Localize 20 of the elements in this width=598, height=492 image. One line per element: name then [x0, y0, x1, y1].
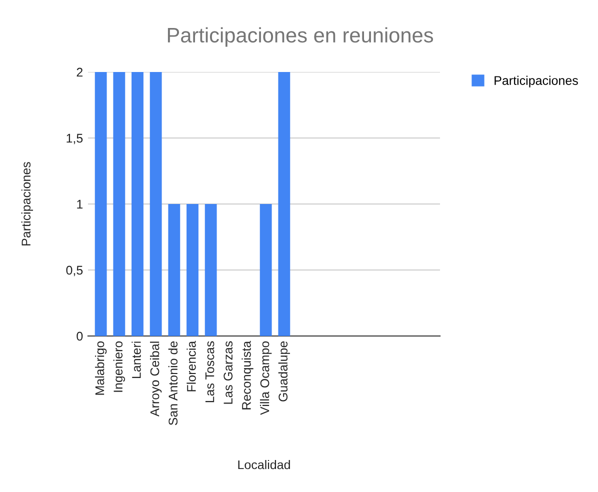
x-tick-label: Guadalupe — [278, 341, 290, 402]
x-tick-label: San Antonio de — [168, 341, 178, 426]
y-tick-label: 1 — [77, 200, 83, 209]
x-tick-label: Ingeniero — [113, 341, 125, 392]
x-tick-label: Florencia — [186, 340, 196, 392]
x-axis-title: Localidad — [238, 460, 290, 470]
x-tick-label: Las Toscas — [205, 341, 214, 402]
chart-title: Participaciones en reuniones — [168, 27, 434, 47]
y-tick-label: 2 — [76, 68, 83, 77]
y-tick-label: 1,5 — [66, 134, 83, 144]
y-axis-title: Participaciones — [21, 162, 33, 246]
x-tick-label: Lanteri — [132, 342, 141, 378]
x-tick-label: Arroyo Ceibal — [150, 342, 162, 417]
x-tick-label: Malabrigo — [95, 341, 107, 395]
y-tick-label: 0,5 — [66, 266, 83, 276]
y-tick-label: 0 — [76, 332, 83, 341]
x-tick-label: Villa Ocampo — [260, 341, 272, 415]
legend-label: Participaciones — [494, 76, 578, 88]
x-tick-label: Las Garzas — [224, 341, 233, 404]
x-tick-label: Reconquista — [242, 340, 254, 410]
